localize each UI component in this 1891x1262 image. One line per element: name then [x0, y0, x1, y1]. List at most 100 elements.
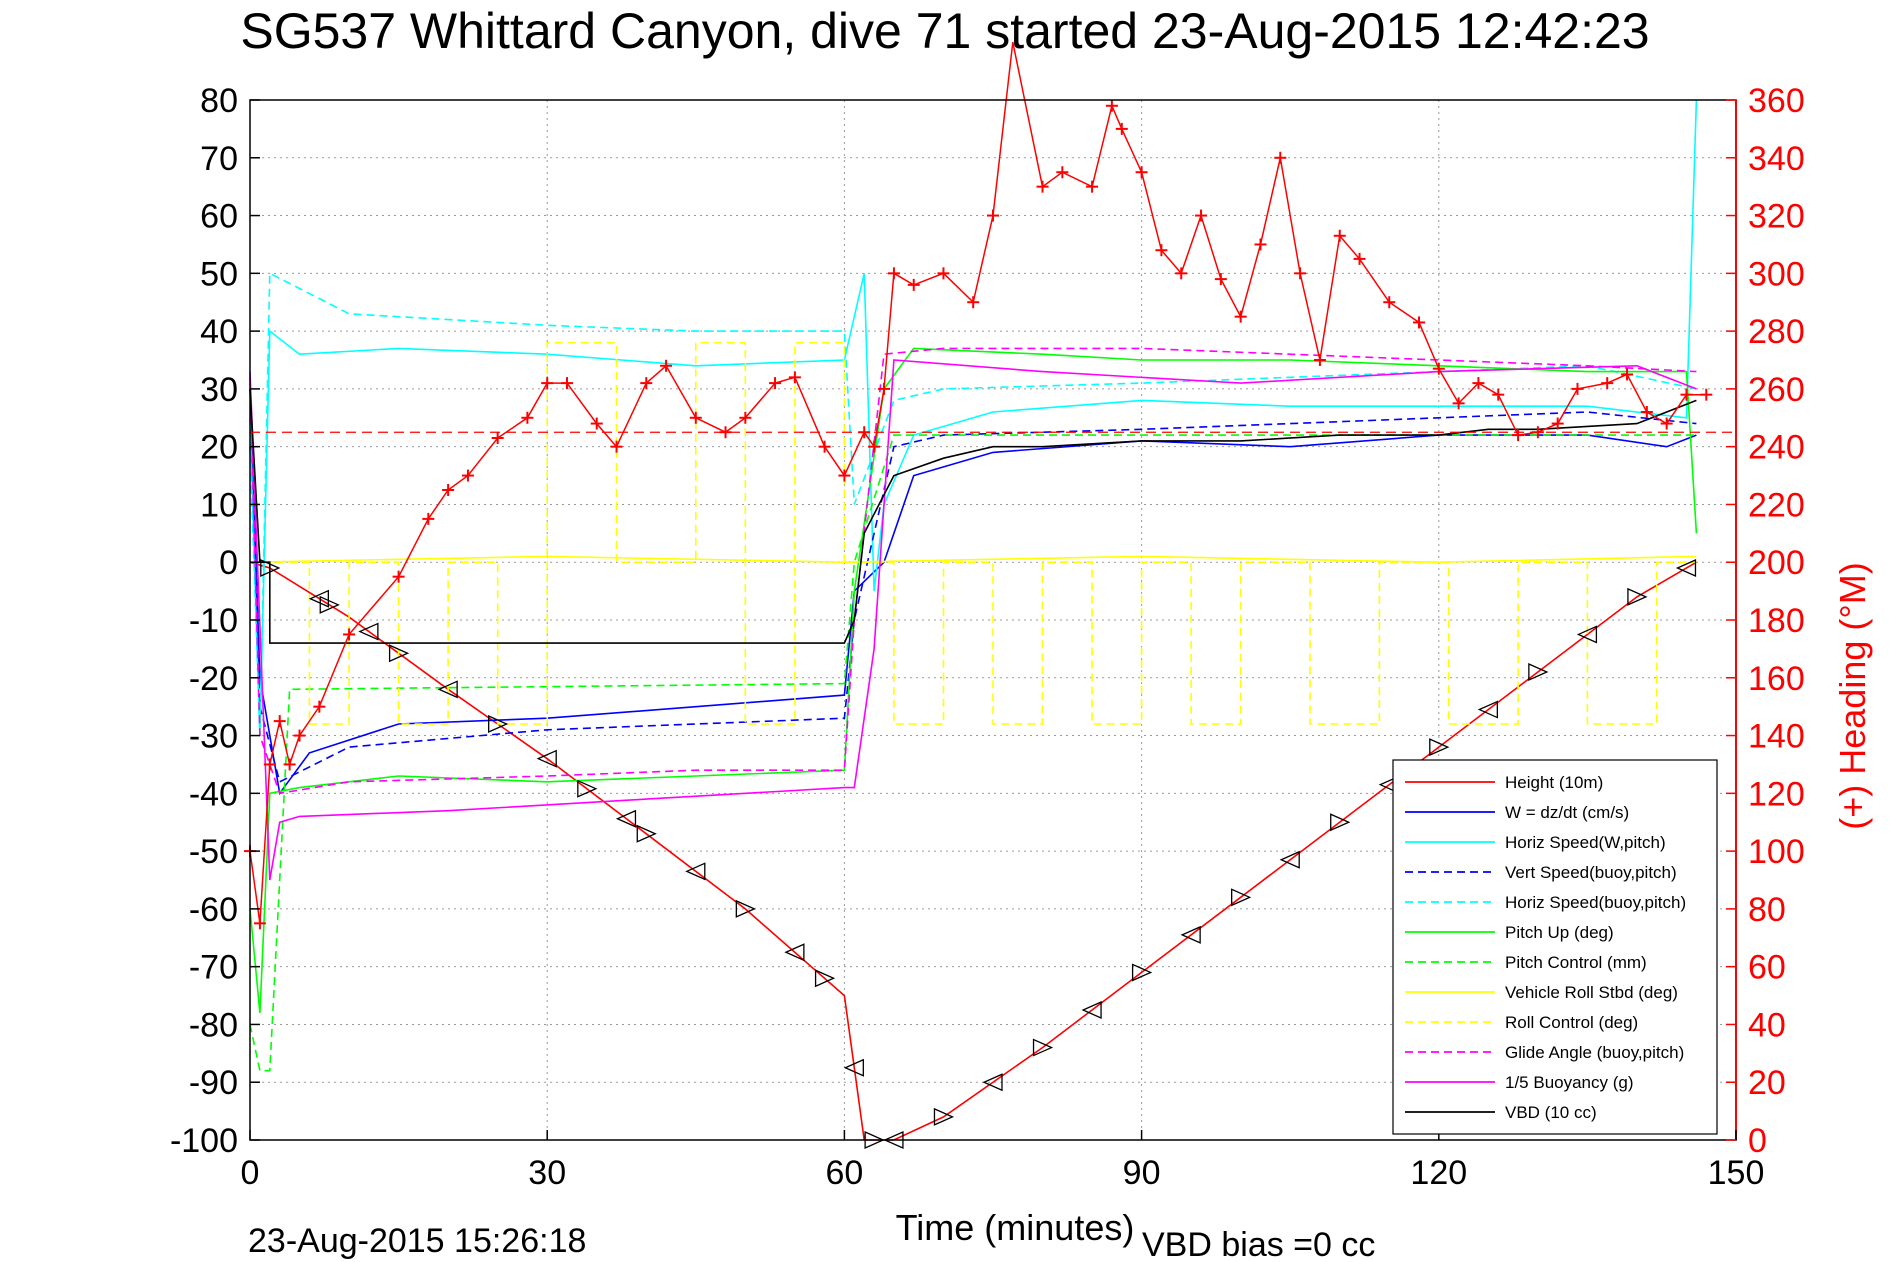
footer-timestamp: 23-Aug-2015 15:26:18 [248, 1222, 586, 1260]
heading-point [590, 417, 603, 430]
heading-point [1036, 180, 1049, 193]
depth-triangle-marker [1477, 700, 1498, 719]
y-right-tick-label: 60 [1748, 949, 1786, 987]
heading-point [1412, 316, 1425, 329]
heading-point [967, 296, 980, 309]
vbd-bias-label: VBD bias =0 cc [1142, 1226, 1375, 1262]
y-axis-label-right: (+) Heading (°M) [1832, 562, 1873, 829]
x-tick-label: 0 [241, 1154, 260, 1192]
depth-triangle-marker [1330, 813, 1351, 832]
heading-point [1621, 368, 1634, 381]
heading-point [1432, 362, 1445, 375]
y-tick-label: 60 [200, 198, 238, 236]
depth-triangle-marker [260, 558, 281, 578]
x-tick-label: 150 [1708, 1154, 1765, 1192]
y-tick-label: 70 [200, 140, 238, 178]
heading-point [1333, 229, 1346, 242]
x-tick-label: 120 [1410, 1154, 1467, 1192]
x-tick-label: 30 [528, 1154, 566, 1192]
y-right-tick-label: 20 [1748, 1064, 1786, 1102]
series-line-1 [249, 388, 1697, 796]
legend-label: Height (10m) [1505, 773, 1603, 792]
heading-point [273, 715, 286, 728]
heading-point [283, 758, 296, 771]
depth-triangle-marker [1675, 558, 1697, 578]
depth-triangle-marker [308, 589, 329, 608]
heading-point [1660, 417, 1673, 430]
y-right-tick-label: 0 [1748, 1122, 1767, 1160]
legend-label: VBD (10 cc) [1505, 1103, 1597, 1122]
heading-point [1086, 180, 1099, 193]
depth-triangle-marker [319, 595, 340, 614]
heading-point [442, 484, 455, 496]
series-line-3 [249, 411, 1697, 783]
legend-label: 1/5 Buoyancy (g) [1505, 1073, 1634, 1092]
heading-point [1274, 151, 1287, 164]
heading-point [739, 411, 752, 424]
legend-label: Vert Speed(buoy,pitch) [1505, 863, 1677, 882]
heading-point [1254, 238, 1267, 251]
heading-point [491, 432, 504, 444]
heading-point [253, 917, 266, 930]
depth-triangle-marker [1231, 888, 1252, 907]
y-right-tick-label: 260 [1748, 371, 1805, 409]
legend-label: Glide Angle (buoy,pitch) [1505, 1043, 1684, 1062]
heading-point [521, 411, 534, 424]
legend: Height (10m) W = dz/dt (cm/s) Horiz Speed(… [1392, 759, 1718, 1135]
heading-point [1115, 122, 1128, 135]
heading-point [818, 440, 831, 453]
depth-triangle-marker [843, 1058, 864, 1077]
y-tick-label: 0 [219, 544, 238, 582]
heading-point [1294, 267, 1307, 280]
heading-point [1056, 166, 1069, 179]
y-tick-label: -50 [189, 833, 238, 871]
depth-triangle-marker [536, 749, 557, 768]
y-tick-label: 30 [200, 371, 238, 409]
y-right-tick-label: 240 [1748, 429, 1805, 467]
y-tick-label: -10 [189, 602, 238, 640]
heading-point [1195, 209, 1208, 222]
heading-point [1492, 388, 1505, 401]
y-right-tick-label: 120 [1748, 775, 1805, 813]
depth-triangle-marker [577, 779, 598, 798]
depth-triangle-marker [933, 1107, 955, 1126]
y-tick-label: -20 [189, 660, 238, 698]
y-right-tick-label: 360 [1748, 82, 1805, 120]
heading-point [868, 440, 881, 453]
depth-triangle-marker [982, 1073, 1003, 1092]
depth-triangle-marker [1429, 738, 1450, 757]
heading-point [1512, 429, 1525, 442]
legend-label: W = dz/dt (cm/s) [1505, 803, 1629, 822]
heading-point [1155, 244, 1168, 257]
heading-point [343, 628, 356, 641]
depth-triangle-marker [1528, 662, 1549, 682]
series-line-7 [249, 555, 1697, 564]
legend-label: Pitch Control (mm) [1505, 953, 1647, 972]
y-right-tick-label: 300 [1748, 255, 1805, 293]
depth-triangle-marker [1081, 1000, 1102, 1020]
heading-point [987, 209, 999, 222]
heading-point [1601, 377, 1614, 390]
heading-point [293, 729, 306, 742]
heading-point [1175, 267, 1188, 280]
depth-triangle-marker [1576, 625, 1598, 644]
y-tick-label: 20 [200, 429, 238, 467]
series-line-2 [249, 99, 1698, 736]
y-right-tick-label: 160 [1748, 660, 1805, 698]
depth-triangle-marker [437, 680, 458, 699]
x-tick-label: 60 [825, 1154, 863, 1192]
heading-point [1680, 388, 1693, 401]
legend-box [1392, 759, 1718, 1135]
depth-triangle-marker [685, 862, 706, 881]
y-tick-label: 80 [200, 82, 238, 120]
heading-point [1214, 273, 1227, 286]
depth-triangle-marker [615, 809, 637, 828]
y-right-tick-label: 40 [1748, 1006, 1786, 1044]
series-layer [244, 42, 1736, 1150]
heading-point [907, 278, 920, 291]
depth-triangle-marker [358, 622, 379, 641]
depth-triangle-marker [814, 969, 836, 988]
heading-point [1640, 406, 1653, 418]
y-tick-label: -30 [189, 718, 238, 756]
